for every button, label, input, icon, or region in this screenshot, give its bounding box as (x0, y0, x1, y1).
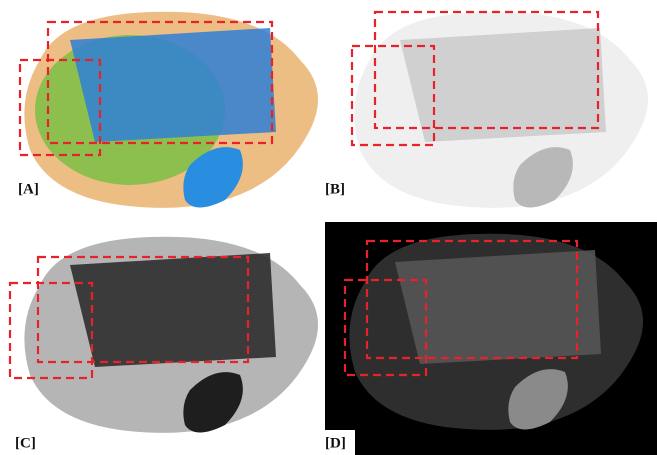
dashed-box (8, 281, 94, 380)
panel-a: [A] (0, 0, 325, 215)
dashed-box (365, 239, 579, 360)
panel-label: [C] (15, 435, 36, 451)
panel-b: [B] (325, 0, 657, 215)
dashed-box (36, 255, 250, 364)
panel-d: [D] (325, 222, 657, 455)
panel-label: [B] (325, 181, 345, 197)
panel-c: [C] (0, 225, 325, 455)
panel-label: [A] (18, 181, 39, 197)
dashed-box (18, 58, 102, 157)
label-bg (325, 430, 355, 455)
panel-label: [D] (325, 435, 346, 451)
dashed-box (373, 10, 600, 130)
dashed-box (350, 44, 436, 147)
dashed-box (46, 20, 274, 145)
xray-laptop (70, 253, 276, 367)
dashed-box (343, 278, 428, 377)
